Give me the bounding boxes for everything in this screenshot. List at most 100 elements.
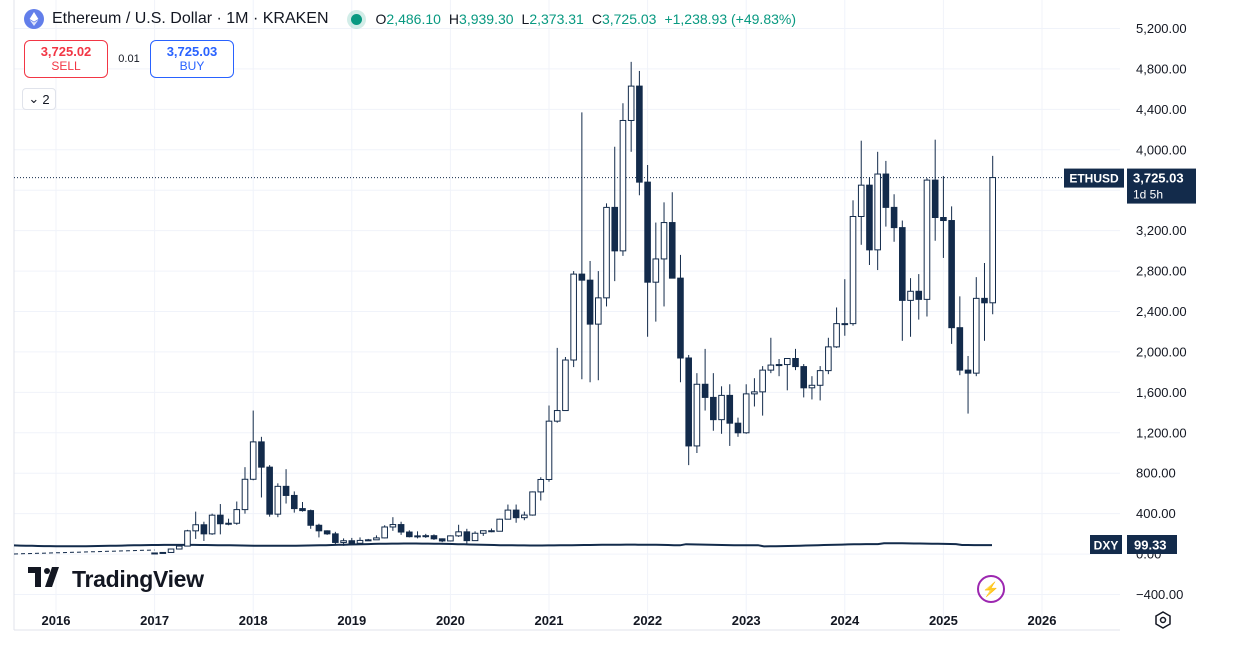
candle[interactable] xyxy=(907,278,914,337)
candle[interactable] xyxy=(874,151,881,271)
candle[interactable] xyxy=(307,509,315,529)
candle[interactable] xyxy=(710,373,717,431)
candle[interactable] xyxy=(685,354,692,466)
candle[interactable] xyxy=(217,504,224,535)
candle[interactable] xyxy=(570,271,577,368)
candle[interactable] xyxy=(438,538,446,543)
candle[interactable] xyxy=(586,260,594,383)
candle[interactable] xyxy=(808,376,816,400)
candle[interactable] xyxy=(833,307,840,348)
price-axis[interactable]: 5,200.004,800.004,400.004,000.003,600.00… xyxy=(1136,21,1187,602)
candle[interactable] xyxy=(849,200,857,326)
candle[interactable] xyxy=(406,530,413,538)
candle[interactable] xyxy=(644,164,651,337)
candle[interactable] xyxy=(742,384,750,434)
candle[interactable] xyxy=(668,192,676,279)
candle[interactable] xyxy=(882,160,890,227)
candle[interactable] xyxy=(792,348,799,371)
candle[interactable] xyxy=(258,436,265,498)
candle[interactable] xyxy=(652,222,660,322)
candle[interactable] xyxy=(430,534,438,540)
candle[interactable] xyxy=(471,531,479,542)
candle[interactable] xyxy=(249,410,257,481)
candle[interactable] xyxy=(208,513,216,535)
candle[interactable] xyxy=(332,531,339,544)
candle[interactable] xyxy=(948,206,955,344)
candle[interactable] xyxy=(397,521,405,535)
candle[interactable] xyxy=(184,529,191,547)
candle[interactable] xyxy=(816,366,824,401)
candle[interactable] xyxy=(899,220,906,341)
candle[interactable] xyxy=(915,274,923,320)
candle[interactable] xyxy=(660,202,668,307)
candle[interactable] xyxy=(890,194,898,242)
candle[interactable] xyxy=(537,477,545,501)
candle[interactable] xyxy=(940,176,947,258)
candle[interactable] xyxy=(775,359,783,377)
candle[interactable] xyxy=(167,548,175,553)
sell-button[interactable]: 3,725.02 SELL xyxy=(24,40,108,78)
candle[interactable] xyxy=(677,254,684,383)
replay-icon[interactable]: ⚡ xyxy=(977,575,1005,603)
candle[interactable] xyxy=(923,178,931,317)
candle[interactable] xyxy=(545,405,553,482)
candle[interactable] xyxy=(972,277,980,377)
buy-button[interactable]: 3,725.03 BUY xyxy=(150,40,234,78)
candle[interactable] xyxy=(931,139,939,241)
candle[interactable] xyxy=(225,518,232,526)
candle[interactable] xyxy=(767,337,775,374)
candle[interactable] xyxy=(841,279,849,336)
indicators-collapse-button[interactable]: ⌄ 2 xyxy=(22,88,56,110)
candle[interactable] xyxy=(825,337,832,375)
candle[interactable] xyxy=(496,518,503,532)
candle[interactable] xyxy=(989,155,997,315)
candle[interactable] xyxy=(956,296,964,376)
candle[interactable] xyxy=(529,491,536,516)
candle[interactable] xyxy=(266,465,273,517)
candle[interactable] xyxy=(447,535,454,542)
candle[interactable] xyxy=(414,531,421,539)
candle[interactable] xyxy=(340,538,347,546)
candle[interactable] xyxy=(964,355,972,414)
candle[interactable] xyxy=(783,357,791,391)
candles[interactable] xyxy=(151,61,997,555)
candle[interactable] xyxy=(299,502,306,512)
candle[interactable] xyxy=(274,483,282,518)
candle[interactable] xyxy=(422,533,430,538)
candle[interactable] xyxy=(981,262,988,341)
candle[interactable] xyxy=(290,491,298,513)
candle[interactable] xyxy=(200,521,208,541)
candle[interactable] xyxy=(800,364,808,398)
candle[interactable] xyxy=(521,511,528,521)
candle[interactable] xyxy=(734,417,742,437)
candle[interactable] xyxy=(159,551,167,554)
candle[interactable] xyxy=(562,356,569,412)
candle[interactable] xyxy=(595,271,602,381)
candle[interactable] xyxy=(603,203,610,307)
candle[interactable] xyxy=(151,552,158,555)
candle[interactable] xyxy=(619,103,627,256)
candle[interactable] xyxy=(348,537,356,544)
settings-icon[interactable] xyxy=(1153,610,1173,630)
candle[interactable] xyxy=(192,511,199,539)
candle[interactable] xyxy=(389,517,397,531)
candle[interactable] xyxy=(866,177,873,266)
candle[interactable] xyxy=(693,373,701,453)
candle[interactable] xyxy=(364,538,372,542)
candle[interactable] xyxy=(175,545,183,550)
candle[interactable] xyxy=(751,378,758,407)
candle[interactable] xyxy=(373,535,380,541)
candle[interactable] xyxy=(233,501,241,525)
candle[interactable] xyxy=(611,146,619,282)
candle[interactable] xyxy=(282,469,290,504)
candle[interactable] xyxy=(627,61,635,152)
candle[interactable] xyxy=(241,467,249,514)
candle[interactable] xyxy=(315,523,323,538)
time-axis[interactable]: 2016 2017 2018 2019 2020 2021 2022 2023 2024 2025… xyxy=(42,613,1057,628)
candle[interactable] xyxy=(479,530,487,536)
candle[interactable] xyxy=(759,366,766,416)
candle[interactable] xyxy=(726,384,734,446)
candle[interactable] xyxy=(356,537,364,544)
candle[interactable] xyxy=(463,528,471,545)
